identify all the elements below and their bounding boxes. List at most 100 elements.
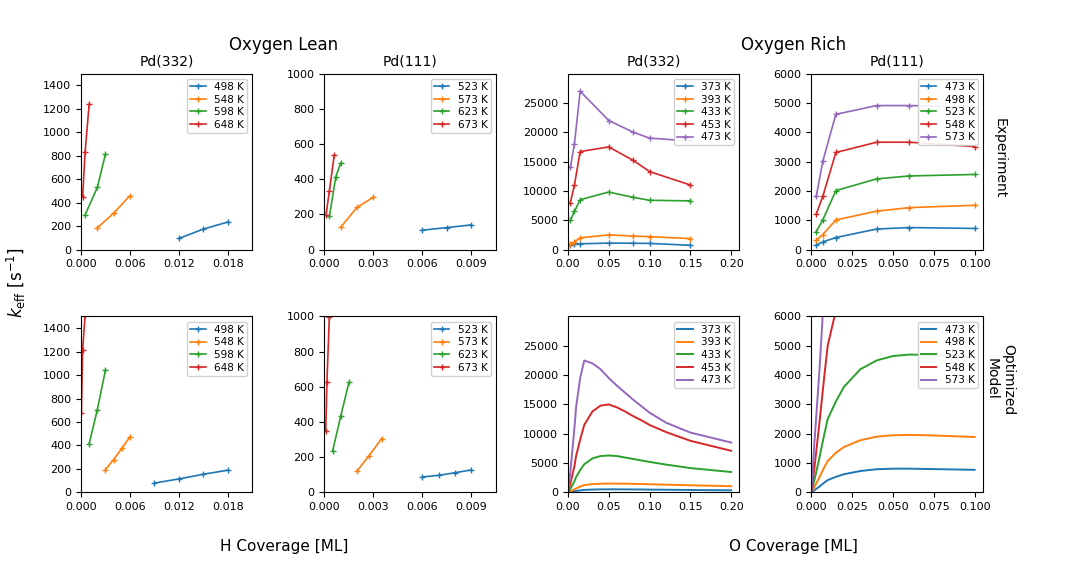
573 K [821,240,834,247]
393 K [684,235,697,242]
648 K [83,101,96,108]
473 K [935,466,948,473]
453 K [573,148,586,155]
523 K [870,175,883,182]
498 K [818,464,831,470]
473 K [813,483,826,490]
523 K [935,353,948,359]
433 K [626,456,639,462]
Text: Oxygen Lean: Oxygen Lean [229,36,339,54]
433 K [564,217,577,224]
473 K [626,396,639,403]
Line: 498 K: 498 K [813,202,978,244]
573 K [829,111,842,118]
453 K [566,473,579,480]
Line: 433 K: 433 K [568,456,731,492]
548 K [116,445,129,452]
573 K [919,75,932,82]
523 K [805,489,818,496]
373 K [643,486,656,493]
648 K [75,409,87,416]
393 K [566,487,579,494]
473 K [603,117,616,124]
Line: 548 K: 548 K [811,233,974,492]
598 K [99,151,112,157]
393 K [619,481,632,487]
393 K [586,481,599,487]
573 K [808,436,821,443]
393 K [610,480,623,487]
Legend: 473 K, 498 K, 523 K, 548 K, 573 K: 473 K, 498 K, 523 K, 548 K, 573 K [918,321,977,388]
498 K [935,432,948,439]
373 K [568,241,581,247]
393 K [725,483,738,490]
623 K [329,173,342,180]
673 K [320,211,333,218]
Line: 648 K: 648 K [78,312,89,416]
393 K [603,231,616,238]
Line: 673 K: 673 K [323,152,338,218]
433 K [562,489,575,496]
523 K [903,173,916,179]
548 K [887,231,900,238]
453 K [643,168,656,175]
498 K [968,202,981,209]
548 K [107,456,120,463]
433 K [573,196,586,203]
Line: 523 K: 523 K [811,354,974,492]
473 K [643,135,656,142]
573 K [935,82,948,88]
393 K [569,485,582,492]
Line: 523 K: 523 K [419,466,475,481]
473 K [818,479,831,486]
573 K [854,108,867,114]
Line: 573 K: 573 K [811,76,974,492]
373 K [626,486,639,493]
373 K [594,486,607,493]
373 K [573,487,586,494]
548 K [919,231,932,238]
548 K [123,434,136,440]
498 K [854,437,867,444]
473 K [821,477,834,483]
Title: Pd(332): Pd(332) [139,54,194,68]
373 K [569,487,582,494]
498 K [148,479,161,486]
573 K [367,194,380,200]
453 K [586,408,599,415]
498 K [808,483,821,490]
573 K [951,87,964,94]
598 K [91,406,104,413]
373 K [578,487,591,494]
453 K [569,453,582,460]
473 K [968,466,981,473]
598 K [91,184,104,191]
373 K [566,488,579,495]
393 K [568,486,581,493]
598 K [79,212,92,218]
573 K [903,72,916,79]
498 K [810,237,823,244]
548 K [935,233,948,239]
498 K [837,444,850,451]
523 K [887,353,900,359]
453 K [626,157,639,164]
433 K [566,483,579,490]
373 K [573,241,586,247]
Line: 473 K: 473 K [567,88,693,171]
648 K [79,149,92,156]
453 K [643,422,656,428]
393 K [564,488,577,495]
Line: 473 K: 473 K [568,361,731,492]
433 K [684,198,697,204]
498 K [829,449,842,456]
373 K [643,240,656,247]
573 K [810,193,823,200]
393 K [684,482,697,488]
548 K [870,237,883,243]
Line: 548 K: 548 K [102,433,134,473]
393 K [643,233,656,240]
473 K [684,429,697,436]
498 K [221,467,234,474]
523 K [829,398,842,405]
